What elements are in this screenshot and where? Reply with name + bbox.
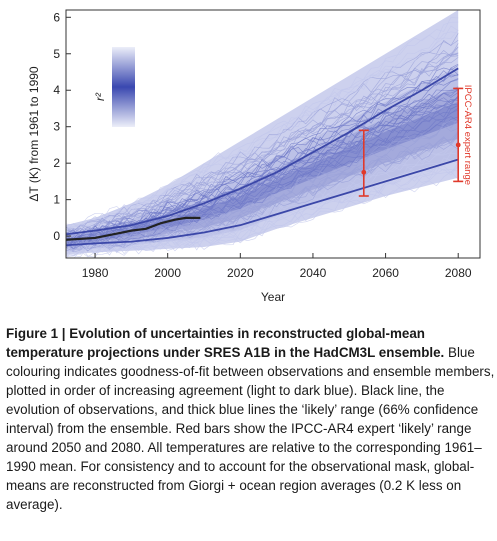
ensemble-member-line: [66, 74, 459, 240]
expert-range-label: IPCC-AR4 expert range: [462, 85, 473, 185]
ensemble-member-line: [66, 55, 459, 233]
series-line-likely-range-lower: [66, 158, 459, 247]
ensemble-member-line: [66, 144, 459, 252]
y-tick-label: 6: [53, 10, 60, 24]
x-tick-label: 2020: [227, 266, 254, 280]
ensemble-member-line: [66, 165, 459, 255]
x-tick-label: 2080: [445, 266, 472, 280]
series-line-likely-range-upper: [66, 67, 459, 236]
x-tick-label: 2040: [300, 266, 327, 280]
ensemble-member-line: [66, 120, 459, 248]
series-line-observations: [66, 216, 201, 241]
x-tick-label: 2000: [154, 266, 181, 280]
x-tick-label: 2060: [372, 266, 399, 280]
ensemble-layer: [66, 10, 459, 258]
expert-range-midpoint: [361, 169, 367, 175]
temperature-projection-chart: r² IPCC-AR4 expert range 0 1 2 3 4 5 6 1980 2000…: [27, 9, 481, 304]
figure-caption: Figure 1 | Evolution of uncertainties in…: [6, 324, 496, 514]
ensemble-member-line: [66, 89, 459, 241]
plot-frame: [65, 9, 481, 259]
y-tick-label: 0: [53, 229, 60, 243]
expert-range-layer: IPCC-AR4 expert range: [358, 85, 473, 197]
y-tick-label: 5: [53, 47, 60, 61]
y-tick-label: 4: [53, 83, 60, 97]
ensemble-member-line: [66, 46, 459, 238]
ensemble-member-line: [73, 171, 459, 258]
ensemble-member-line: [66, 116, 459, 249]
ensemble-member-line: [66, 96, 459, 245]
ensemble-member-line: [66, 57, 459, 235]
ensemble-member-line: [66, 53, 459, 238]
x-tick-label: 1980: [82, 266, 109, 280]
ensemble-band-1: [66, 86, 459, 248]
ensemble-member-line: [66, 117, 459, 248]
series-layer: [66, 67, 459, 247]
y-axis-title: ΔT (K) from 1961 to 1990: [27, 66, 41, 202]
ensemble-member-line: [66, 134, 459, 252]
axes: 0 1 2 3 4 5 6 1980 2000 2020 2040 2060 2080: [53, 9, 481, 280]
ensemble-member-line: [66, 138, 459, 251]
ensemble-member-line: [66, 70, 459, 238]
ensemble-member-line: [66, 21, 459, 229]
y-tick-label: 3: [53, 120, 60, 134]
x-axis-title: Year: [261, 290, 285, 304]
colorbar-label: r²: [93, 92, 107, 101]
caption-title: Evolution of uncertainties in reconstruc…: [6, 326, 445, 360]
colorbar: [112, 47, 135, 127]
caption-body: Blue colouring indicates goodness-of-fit…: [6, 345, 495, 512]
ensemble-member-line: [66, 25, 459, 231]
y-tick-label: 2: [53, 156, 60, 170]
y-tick-label: 1: [53, 193, 60, 207]
caption-label: Figure 1 |: [6, 326, 66, 341]
ensemble-member-line: [66, 163, 459, 258]
ensemble-member-line: [66, 156, 459, 256]
expert-range-midpoint: [455, 142, 461, 148]
